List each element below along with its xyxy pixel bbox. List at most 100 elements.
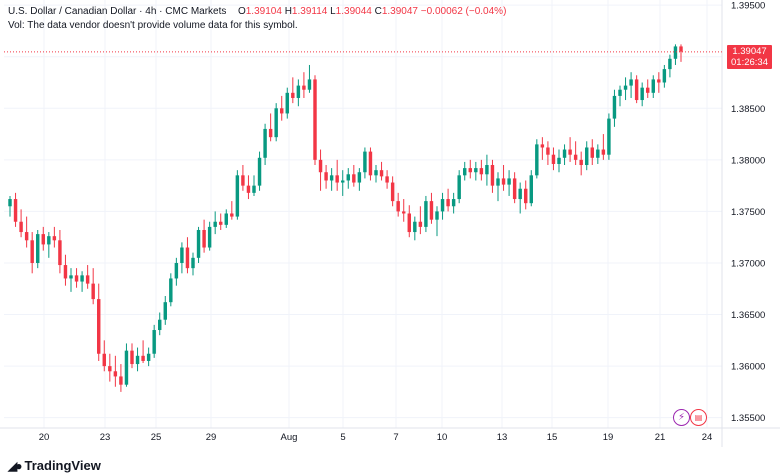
y-tick-label: 1.36500 <box>731 310 765 321</box>
candle <box>313 75 317 166</box>
candle <box>357 168 362 191</box>
chart-grid <box>4 0 722 428</box>
candle <box>518 182 522 214</box>
candle-body <box>546 147 550 155</box>
candle-body <box>679 46 683 52</box>
candle-body <box>623 85 628 90</box>
candle <box>329 168 334 191</box>
candle-body <box>402 211 406 214</box>
candle <box>579 151 583 176</box>
candle-body <box>163 302 167 320</box>
candle <box>158 312 162 336</box>
candle-body <box>501 178 506 185</box>
candle-body <box>629 79 633 86</box>
candle <box>679 44 683 62</box>
candle <box>540 137 545 160</box>
x-tick-label: 29 <box>206 432 217 443</box>
candle <box>113 355 118 387</box>
candle-body <box>30 240 34 263</box>
candle <box>324 165 328 189</box>
candle <box>490 159 495 193</box>
candle-body <box>185 247 190 269</box>
last-price-badge: 1.39047 01:26:34 <box>727 45 772 69</box>
candle-body <box>479 168 484 175</box>
candle-body <box>207 226 212 248</box>
candle <box>573 141 578 166</box>
candle-body <box>307 79 312 90</box>
candle <box>219 213 223 230</box>
x-tick-label: 23 <box>100 432 111 443</box>
symbol-title[interactable]: U.S. Dollar / Canadian Dollar · 4h · CMC… <box>8 6 227 17</box>
candle <box>341 170 345 196</box>
candle <box>246 175 251 200</box>
tradingview-logo[interactable]: ◢● TradingView <box>8 458 101 473</box>
candle-body <box>529 175 533 204</box>
candle <box>224 209 228 228</box>
candle <box>91 268 95 305</box>
candle <box>607 113 611 160</box>
y-tick-label: 1.36000 <box>731 362 765 373</box>
candle <box>568 137 572 162</box>
candle <box>69 268 73 292</box>
candle <box>352 165 356 187</box>
candle-body <box>19 221 23 233</box>
candle-body <box>252 185 256 193</box>
candle-body <box>668 58 672 70</box>
candle <box>24 216 29 248</box>
candle <box>485 154 489 186</box>
candle-body <box>451 199 456 207</box>
candle-body <box>590 147 594 158</box>
candle <box>479 159 484 181</box>
candle <box>97 283 101 361</box>
candle <box>169 273 173 307</box>
close-label: C <box>374 6 382 17</box>
candle <box>263 123 267 166</box>
candle-body <box>363 151 367 173</box>
close-value: 1.39047 <box>381 6 418 17</box>
candle-body <box>435 211 439 220</box>
candle-body <box>585 147 589 166</box>
candle <box>634 75 639 104</box>
candle <box>590 139 594 166</box>
candle-body <box>108 366 112 372</box>
candle <box>230 201 234 220</box>
candle <box>546 141 550 166</box>
last-price-value: 1.39047 <box>732 46 767 57</box>
candle <box>19 209 23 238</box>
candle-body <box>313 79 317 160</box>
candle <box>640 82 644 107</box>
candle-body <box>196 229 201 258</box>
candle-body <box>191 257 195 269</box>
candle <box>274 103 278 142</box>
candle-body <box>246 185 251 193</box>
candle-body <box>407 213 411 233</box>
x-tick-label: 20 <box>39 432 50 443</box>
candle-body <box>485 165 489 175</box>
candle <box>501 165 506 191</box>
candle <box>457 170 461 204</box>
candle <box>207 221 212 251</box>
candle <box>41 226 45 251</box>
x-tick-label: 5 <box>340 432 345 443</box>
lightning-icon[interactable]: ⚡ <box>673 409 690 426</box>
candle-body <box>263 128 267 158</box>
candle-body <box>174 262 179 279</box>
candle-body <box>41 234 45 245</box>
candle <box>379 161 384 181</box>
candle <box>252 175 256 196</box>
candle <box>435 206 439 237</box>
candle <box>446 188 450 212</box>
candle <box>8 195 12 217</box>
candle-body <box>374 170 378 176</box>
candle <box>618 85 622 107</box>
candle-body <box>601 149 606 155</box>
candle <box>13 192 18 227</box>
candle <box>496 172 500 202</box>
candle <box>124 343 129 387</box>
us-flag-icon[interactable]: ▤ <box>690 409 707 426</box>
candle-body <box>634 79 639 101</box>
candle <box>524 180 528 210</box>
candle-body <box>512 178 517 200</box>
low-value: 1.39044 <box>335 6 372 17</box>
